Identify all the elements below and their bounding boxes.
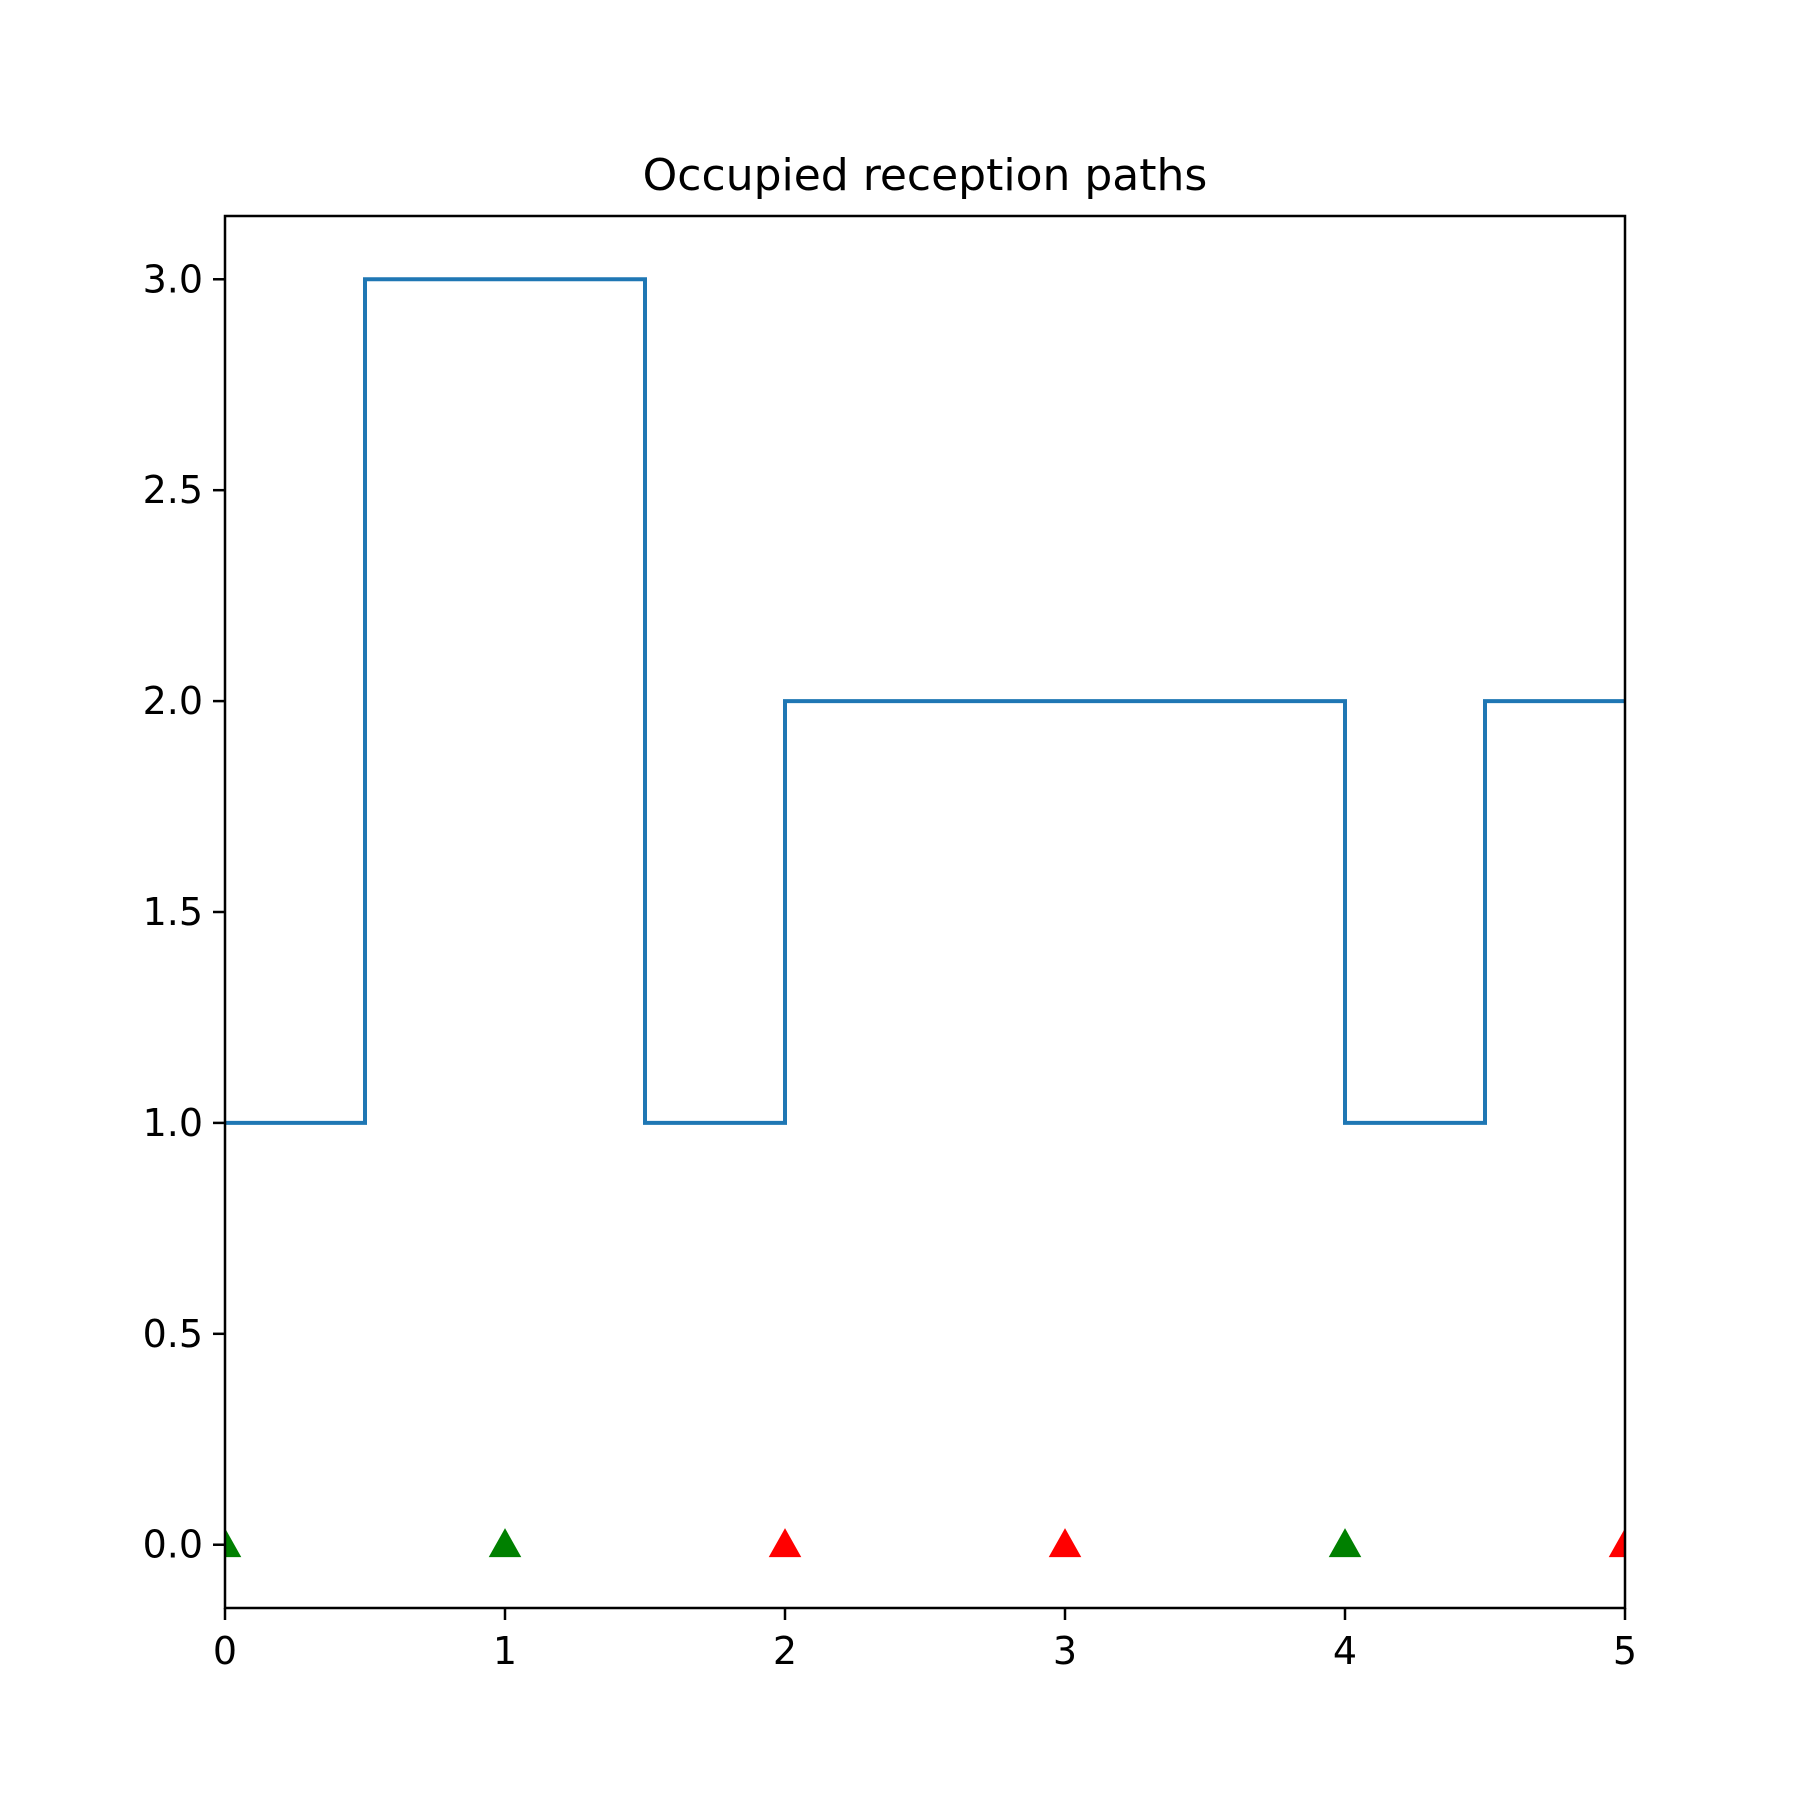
y-tick-label: 1.0	[143, 1101, 203, 1145]
x-tick-label: 5	[1613, 1629, 1637, 1673]
x-tick-label: 3	[1053, 1629, 1077, 1673]
y-axis: 0.0 0.5 1.0 1.5 2.0 2.5 3.0	[143, 257, 225, 1567]
y-tick-label: 1.5	[143, 890, 203, 934]
triangle-marker	[1328, 1528, 1362, 1558]
triangle-marker	[488, 1528, 522, 1558]
y-tick-label: 2.5	[143, 468, 203, 512]
x-tick-label: 1	[493, 1629, 517, 1673]
y-tick-label: 0.5	[143, 1312, 203, 1356]
x-tick-label: 2	[773, 1629, 797, 1673]
triangle-marker	[768, 1528, 802, 1558]
triangle-marker	[1048, 1528, 1082, 1558]
triangle-marker	[225, 1528, 242, 1558]
step-series-line	[225, 277, 1625, 1125]
plot-area	[225, 277, 1625, 1558]
x-tick-label: 0	[213, 1629, 237, 1673]
triangle-marker	[1608, 1528, 1625, 1558]
x-axis: 0 1 2 3 4 5	[213, 1608, 1637, 1673]
x-tick-label: 4	[1333, 1629, 1357, 1673]
y-tick-label: 3.0	[143, 257, 203, 301]
y-tick-label: 2.0	[143, 679, 203, 723]
chart-title: Occupied reception paths	[643, 150, 1208, 201]
y-tick-label: 0.0	[143, 1523, 203, 1567]
